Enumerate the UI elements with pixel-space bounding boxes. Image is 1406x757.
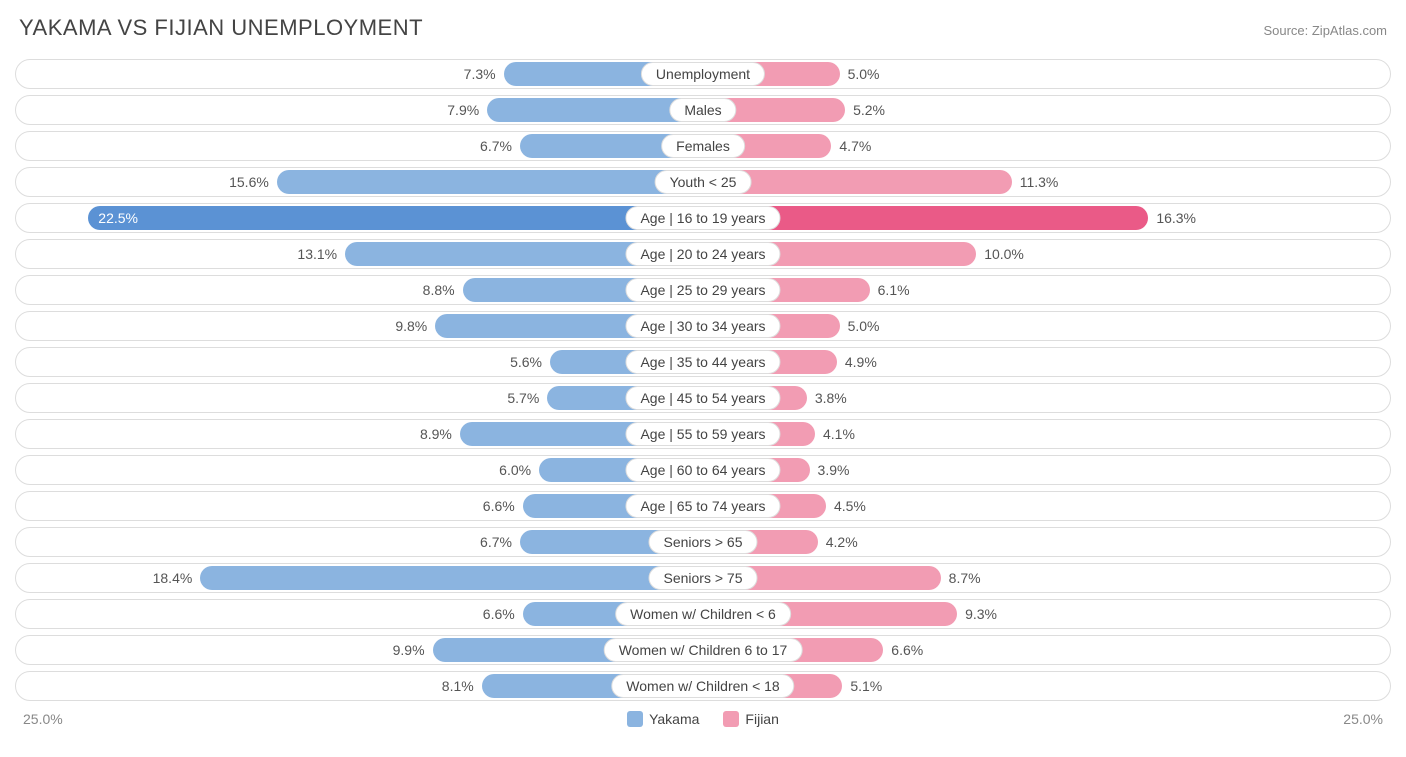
value-right: 4.5% — [826, 494, 866, 518]
axis-right-max: 25.0% — [1343, 711, 1383, 727]
value-left: 8.9% — [420, 422, 460, 446]
value-right: 4.1% — [815, 422, 855, 446]
category-label: Seniors > 65 — [649, 530, 758, 554]
category-label: Age | 60 to 64 years — [625, 458, 780, 482]
chart-row: 8.9% 4.1% Age | 55 to 59 years — [15, 419, 1391, 449]
value-left: 6.6% — [483, 602, 523, 626]
value-left: 5.7% — [507, 386, 547, 410]
chart-row: 9.8% 5.0% Age | 30 to 34 years — [15, 311, 1391, 341]
category-label: Females — [661, 134, 745, 158]
chart-header: YAKAMA VS FIJIAN UNEMPLOYMENT Source: Zi… — [15, 15, 1391, 41]
value-right: 9.3% — [957, 602, 997, 626]
chart-row: 6.7% 4.2% Seniors > 65 — [15, 527, 1391, 557]
legend-label-fijian: Fijian — [745, 711, 778, 727]
chart-row: 6.6% 4.5% Age | 65 to 74 years — [15, 491, 1391, 521]
chart-row: 22.5% 16.3% Age | 16 to 19 years — [15, 203, 1391, 233]
value-left: 8.1% — [442, 674, 482, 698]
value-left: 6.0% — [499, 458, 539, 482]
bar-left — [88, 206, 703, 230]
category-label: Age | 65 to 74 years — [625, 494, 780, 518]
category-label: Age | 30 to 34 years — [625, 314, 780, 338]
legend-item-yakama: Yakama — [627, 711, 699, 727]
value-right: 4.2% — [818, 530, 858, 554]
value-right: 4.7% — [831, 134, 871, 158]
value-right: 6.6% — [883, 638, 923, 662]
value-left: 13.1% — [297, 242, 345, 266]
chart-row: 15.6% 11.3% Youth < 25 — [15, 167, 1391, 197]
value-right: 10.0% — [976, 242, 1024, 266]
chart-row: 5.7% 3.8% Age | 45 to 54 years — [15, 383, 1391, 413]
chart-row: 13.1% 10.0% Age | 20 to 24 years — [15, 239, 1391, 269]
legend-item-fijian: Fijian — [723, 711, 778, 727]
category-label: Youth < 25 — [655, 170, 752, 194]
value-right: 3.8% — [807, 386, 847, 410]
category-label: Unemployment — [641, 62, 765, 86]
chart-row: 5.6% 4.9% Age | 35 to 44 years — [15, 347, 1391, 377]
chart-row: 8.8% 6.1% Age | 25 to 29 years — [15, 275, 1391, 305]
diverging-bar-chart: 7.3% 5.0% Unemployment 7.9% 5.2% Males 6.7% 4.7… — [15, 59, 1391, 701]
value-right: 8.7% — [941, 566, 981, 590]
value-right: 5.0% — [840, 314, 880, 338]
value-right: 16.3% — [1148, 206, 1196, 230]
value-left: 7.9% — [447, 98, 487, 122]
value-left: 5.6% — [510, 350, 550, 374]
chart-source: Source: ZipAtlas.com — [1263, 23, 1387, 38]
chart-row: 18.4% 8.7% Seniors > 75 — [15, 563, 1391, 593]
value-right: 6.1% — [870, 278, 910, 302]
value-left: 6.6% — [483, 494, 523, 518]
category-label: Age | 25 to 29 years — [625, 278, 780, 302]
category-label: Males — [669, 98, 736, 122]
value-right: 11.3% — [1012, 170, 1059, 194]
category-label: Age | 16 to 19 years — [625, 206, 780, 230]
chart-row: 8.1% 5.1% Women w/ Children < 18 — [15, 671, 1391, 701]
chart-row: 7.3% 5.0% Unemployment — [15, 59, 1391, 89]
swatch-fijian — [723, 711, 739, 727]
value-left: 6.7% — [480, 530, 520, 554]
value-right: 5.2% — [845, 98, 885, 122]
bar-left — [200, 566, 703, 590]
axis-left-max: 25.0% — [23, 711, 63, 727]
value-left: 15.6% — [229, 170, 277, 194]
legend: Yakama Fijian — [627, 711, 779, 727]
bar-left — [277, 170, 703, 194]
category-label: Age | 45 to 54 years — [625, 386, 780, 410]
category-label: Women w/ Children < 18 — [611, 674, 794, 698]
category-label: Age | 20 to 24 years — [625, 242, 780, 266]
swatch-yakama — [627, 711, 643, 727]
category-label: Women w/ Children < 6 — [615, 602, 791, 626]
value-right: 4.9% — [837, 350, 877, 374]
value-left: 8.8% — [423, 278, 463, 302]
category-label: Women w/ Children 6 to 17 — [604, 638, 803, 662]
chart-row: 6.0% 3.9% Age | 60 to 64 years — [15, 455, 1391, 485]
category-label: Seniors > 75 — [649, 566, 758, 590]
category-label: Age | 55 to 59 years — [625, 422, 780, 446]
chart-row: 6.7% 4.7% Females — [15, 131, 1391, 161]
chart-row: 6.6% 9.3% Women w/ Children < 6 — [15, 599, 1391, 629]
chart-title: YAKAMA VS FIJIAN UNEMPLOYMENT — [19, 15, 423, 41]
value-right: 5.1% — [842, 674, 882, 698]
value-right: 3.9% — [810, 458, 850, 482]
chart-row: 7.9% 5.2% Males — [15, 95, 1391, 125]
value-left: 6.7% — [480, 134, 520, 158]
legend-label-yakama: Yakama — [649, 711, 699, 727]
value-right: 5.0% — [840, 62, 880, 86]
value-left: 7.3% — [464, 62, 504, 86]
value-left: 9.9% — [393, 638, 433, 662]
value-left: 22.5% — [88, 206, 138, 230]
value-left: 9.8% — [395, 314, 435, 338]
value-left: 18.4% — [153, 566, 201, 590]
category-label: Age | 35 to 44 years — [625, 350, 780, 374]
chart-row: 9.9% 6.6% Women w/ Children 6 to 17 — [15, 635, 1391, 665]
chart-footer: 25.0% Yakama Fijian 25.0% — [15, 711, 1391, 727]
